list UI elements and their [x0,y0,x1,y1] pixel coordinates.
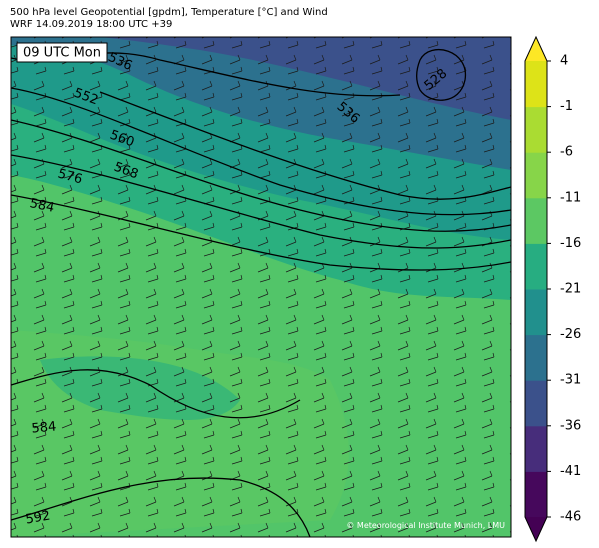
map [11,37,511,537]
contour-line [415,49,466,101]
colorbar-band [525,243,547,290]
colorbar-band [525,380,547,427]
contour-line [11,154,511,249]
credit: © Meteorological Institute Munich, LMU [346,521,505,530]
colorbar: 4 -1 -6 -11 -16 -21 -26 -31 -36 -41 -46 [524,35,581,543]
colorbar-extend [525,37,547,61]
contour-line [11,194,511,271]
contour-label: 576 [56,167,84,188]
colorbar-tick-label: -21 [560,282,581,297]
colorbar-band [525,152,547,199]
time-label: 09 UTC Mon [23,46,101,61]
contour-label: 592 [24,508,51,527]
title: 500 hPa level Geopotential [gpdm], Tempe… [10,7,328,18]
colorbar-band [525,197,547,244]
colorbar-band [525,334,547,381]
colorbar-band [525,289,547,336]
subtitle: WRF 14.09.2019 18:00 UTC +39 [10,19,172,30]
colorbar-band [525,61,547,108]
contour-label: 584 [28,196,55,216]
colorbar-tick-label: -36 [560,418,581,433]
map-frame [10,36,512,538]
colorbar-extend [525,517,547,541]
time-box [16,42,108,63]
wind-barbs [11,37,511,537]
colorbar-tick-label: -41 [560,464,581,479]
colorbar-band [525,425,547,472]
colorbar-tick-label: -46 [560,510,581,525]
contour-line [11,119,511,232]
colorbar-tick-label: -26 [560,327,581,342]
colorbar-tick-label: -1 [560,99,573,114]
colorbar-tick-label: -16 [560,236,581,251]
colorbar-tick-label: -31 [560,373,581,388]
contour-line [11,87,511,216]
colorbar-band [525,471,547,518]
colorbar-tick-label: -11 [560,190,581,205]
colorbar-tick-label: 4 [560,54,568,69]
colorbar-band [525,106,547,153]
colorbar-tick-label: -6 [560,145,573,160]
contour-label: 584 [31,419,57,436]
contour-line [11,369,301,419]
contour-line [99,91,511,200]
contour-line [11,477,311,537]
